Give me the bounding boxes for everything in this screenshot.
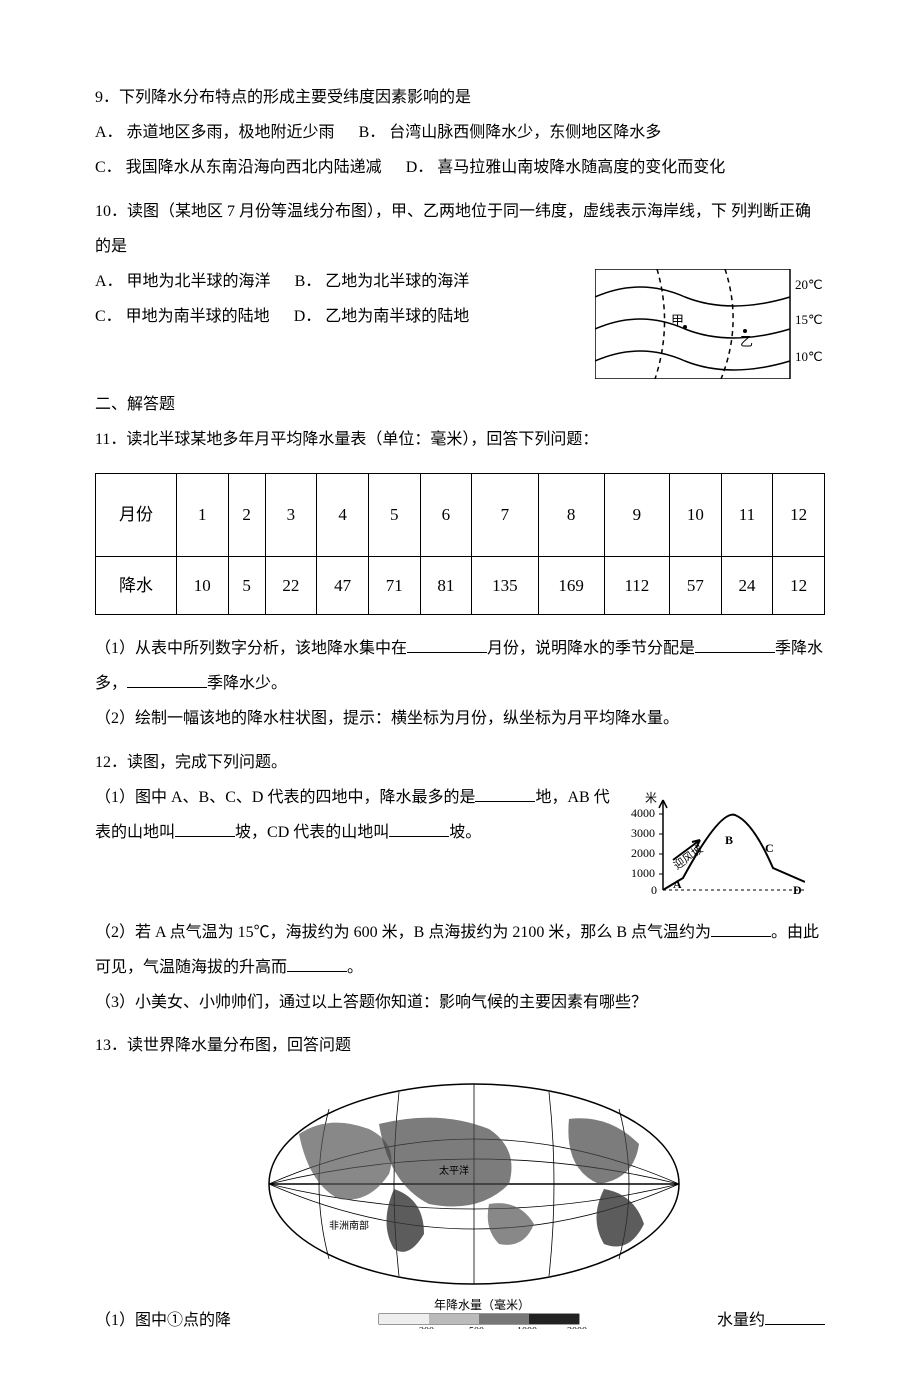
q11-sub2: （2）绘制一幅该地的降水柱状图，提示：横坐标为月份，纵坐标为月平均降水量。 [95, 701, 825, 736]
month-9: 9 [604, 474, 669, 556]
q12-sub1-a: （1）图中 A、B、C、D 代表的四地中，降水最多的是 [95, 789, 475, 806]
q12-sub2-c: 。 [347, 959, 363, 976]
q9-options-row1: A． 赤道地区多雨，极地附近少雨 B． 台湾山脉西侧降水少，东侧地区降水多 [95, 115, 825, 150]
val-5: 71 [368, 556, 420, 614]
val-7: 135 [472, 556, 538, 614]
blank[interactable] [175, 821, 235, 837]
q11-sub1-a: （1）从表中所列数字分析，该地降水集中在 [95, 640, 407, 657]
svg-text:500: 500 [469, 1326, 484, 1329]
blank[interactable] [389, 821, 449, 837]
val-4: 47 [317, 556, 369, 614]
q11-sub1-b: 月份，说明降水的季节分配是 [487, 640, 695, 657]
svg-text:1000: 1000 [517, 1326, 537, 1329]
q9-opt-c: C． 我国降水从东南沿海向西北内陆递减 [95, 159, 382, 176]
svg-text:2000: 2000 [631, 846, 655, 860]
svg-text:年降水量（毫米）: 年降水量（毫米） [434, 1297, 530, 1312]
table-data-row: 降水 10 5 22 47 71 81 135 169 112 57 24 12 [96, 556, 825, 614]
svg-text:米: 米 [645, 791, 657, 805]
val-9: 112 [604, 556, 669, 614]
q11-text: 11．读北半球某地多年月平均降水量表（单位：毫米），回答下列问题： [95, 422, 825, 457]
isotherm-map: 甲 乙 20℃ 15℃ 10℃ [595, 269, 825, 379]
svg-text:4000: 4000 [631, 806, 655, 820]
table-header-row: 月份 1 2 3 4 5 6 7 8 9 10 11 12 [96, 474, 825, 556]
question-9: 9．下列降水分布特点的形成主要受纬度因素影响的是 A． 赤道地区多雨，极地附近少… [95, 80, 825, 186]
svg-text:20℃: 20℃ [795, 277, 823, 292]
svg-text:3000: 3000 [631, 826, 655, 840]
svg-text:1000: 1000 [631, 866, 655, 880]
val-6: 81 [420, 556, 472, 614]
svg-text:太平洋: 太平洋 [439, 1164, 469, 1177]
val-10: 57 [669, 556, 721, 614]
month-4: 4 [317, 474, 369, 556]
q11-sub1: （1）从表中所列数字分析，该地降水集中在月份，说明降水的季节分配是季降水多，季降… [95, 631, 825, 701]
val-12: 12 [773, 556, 825, 614]
blank[interactable] [407, 637, 487, 653]
question-10: 10．读图（某地区 7 月份等温线分布图），甲、乙两地位于同一纬度，虚线表示海岸… [95, 194, 825, 379]
blank[interactable] [695, 637, 775, 653]
q13-sub1-left: （1）图中①点的降 [95, 1303, 231, 1338]
month-2: 2 [228, 474, 265, 556]
svg-text:C: C [765, 841, 774, 855]
month-6: 6 [420, 474, 472, 556]
q12-sub2: （2）若 A 点气温为 15℃，海拔约为 600 米，B 点海拔约为 2100 … [95, 915, 825, 985]
val-8: 169 [538, 556, 604, 614]
q9-options-row2: C． 我国降水从东南沿海向西北内陆递减 D． 喜马拉雅山南坡降水随高度的变化而变… [95, 150, 825, 185]
q9-opt-b: B． 台湾山脉西侧降水少，东侧地区降水多 [359, 124, 662, 141]
q13-sub1-right: 水量约 [717, 1312, 765, 1329]
header-month: 月份 [96, 474, 177, 556]
val-1: 10 [176, 556, 228, 614]
q10-text: 10．读图（某地区 7 月份等温线分布图），甲、乙两地位于同一纬度，虚线表示海岸… [95, 194, 825, 264]
precipitation-table: 月份 1 2 3 4 5 6 7 8 9 10 11 12 降水 10 5 22… [95, 473, 825, 615]
q10-opt-d: D． 乙地为南半球的陆地 [294, 308, 470, 325]
month-12: 12 [773, 474, 825, 556]
q9-opt-d: D． 喜马拉雅山南坡降水随高度的变化而变化 [406, 159, 726, 176]
world-map: 年降水量（毫米） 200 500 1000 2000 非洲南部 太平洋 [259, 1074, 689, 1329]
val-11: 24 [721, 556, 773, 614]
blank[interactable] [127, 672, 207, 688]
blank[interactable] [287, 956, 347, 972]
month-8: 8 [538, 474, 604, 556]
svg-text:B: B [725, 833, 733, 847]
svg-text:15℃: 15℃ [795, 312, 823, 327]
svg-text:2000: 2000 [567, 1326, 587, 1329]
blank[interactable] [475, 786, 535, 802]
blank[interactable] [711, 921, 771, 937]
section-2-header: 二、解答题 [95, 387, 825, 422]
val-2: 5 [228, 556, 265, 614]
blank[interactable] [765, 1309, 825, 1325]
mountain-chart: 米 4000 3000 2000 1000 0 A B C D 迎风坡 [625, 790, 805, 905]
svg-text:0: 0 [651, 883, 657, 897]
month-3: 3 [265, 474, 317, 556]
q12-sub1-d: 坡。 [449, 824, 481, 841]
q9-opt-a: A． 赤道地区多雨，极地附近少雨 [95, 124, 335, 141]
val-3: 22 [265, 556, 317, 614]
svg-text:D: D [793, 883, 802, 897]
question-12: 12．读图，完成下列问题。 米 4000 3000 2000 1000 0 A … [95, 745, 825, 1021]
svg-text:非洲南部: 非洲南部 [329, 1219, 369, 1232]
month-1: 1 [176, 474, 228, 556]
q12-sub2-a: （2）若 A 点气温为 15℃，海拔约为 600 米，B 点海拔约为 2100 … [95, 924, 711, 941]
q10-opt-b: B． 乙地为北半球的海洋 [295, 273, 470, 290]
svg-text:200: 200 [419, 1326, 434, 1329]
svg-text:乙: 乙 [740, 334, 753, 349]
month-5: 5 [368, 474, 420, 556]
q11-sub1-d: 季降水少。 [207, 675, 287, 692]
question-11: 11．读北半球某地多年月平均降水量表（单位：毫米），回答下列问题： 月份 1 2… [95, 422, 825, 737]
q10-opt-a: A． 甲地为北半球的海洋 [95, 273, 271, 290]
question-13: 13．读世界降水量分布图，回答问题 （1）图中①点的降 [95, 1028, 825, 1338]
month-10: 10 [669, 474, 721, 556]
svg-text:10℃: 10℃ [795, 349, 823, 364]
q9-text: 9．下列降水分布特点的形成主要受纬度因素影响的是 [95, 80, 825, 115]
q13-text: 13．读世界降水量分布图，回答问题 [95, 1028, 825, 1063]
q12-text: 12．读图，完成下列问题。 [95, 745, 825, 780]
month-7: 7 [472, 474, 538, 556]
svg-text:A: A [673, 877, 682, 891]
month-11: 11 [721, 474, 773, 556]
q10-opt-c: C． 甲地为南半球的陆地 [95, 308, 270, 325]
svg-text:甲: 甲 [671, 313, 684, 328]
row-label: 降水 [96, 556, 177, 614]
q12-sub1-c: 坡，CD 代表的山地叫 [235, 824, 389, 841]
q12-sub3: （3）小美女、小帅帅们，通过以上答题你知道：影响气候的主要因素有哪些？ [95, 985, 825, 1020]
